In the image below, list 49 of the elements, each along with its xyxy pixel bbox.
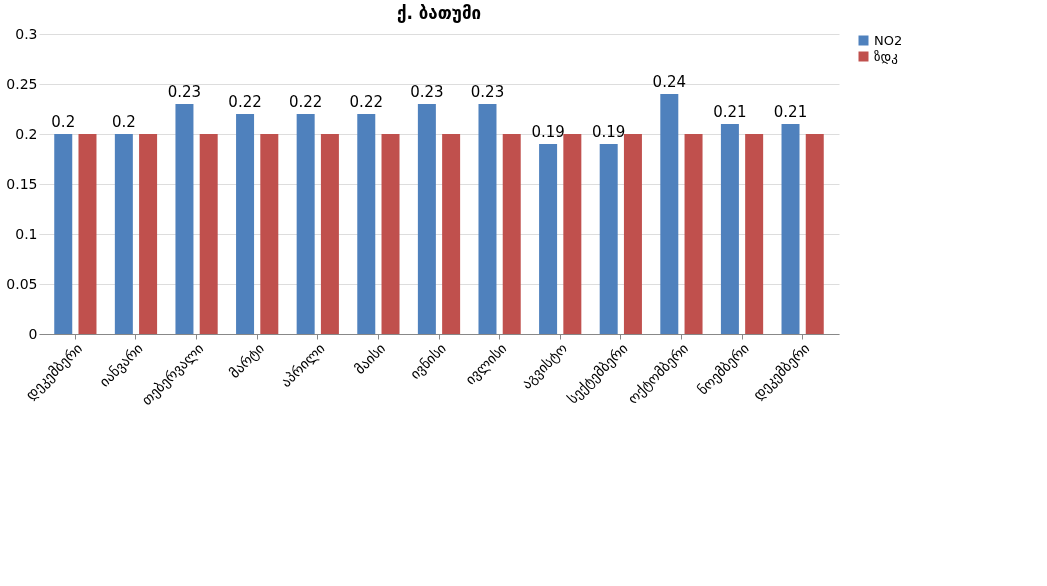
- bar: [54, 134, 73, 334]
- bar: [660, 94, 679, 334]
- data-label: 0.23: [470, 83, 505, 101]
- data-label: 0.19: [531, 123, 565, 141]
- y-tick-label: 0.3: [15, 25, 38, 42]
- y-tick-label: 0.2: [15, 125, 38, 142]
- bar: [78, 134, 97, 334]
- data-label: 0.23: [167, 83, 202, 101]
- legend-label: NO2: [874, 32, 903, 48]
- bar: [684, 134, 703, 334]
- bar: [199, 134, 218, 334]
- bar: [781, 124, 800, 334]
- data-label: 0.21: [773, 103, 808, 121]
- bar: [805, 134, 824, 334]
- bar: [539, 144, 558, 334]
- bar: [139, 134, 158, 334]
- bar: [357, 114, 376, 334]
- bar: [502, 134, 521, 334]
- data-label: 0.24: [652, 73, 687, 91]
- y-tick-label: 0.25: [6, 75, 38, 92]
- bar: [745, 134, 764, 334]
- y-tick-label: 0.1: [15, 225, 38, 242]
- bar: [417, 104, 436, 334]
- bar: [236, 114, 255, 334]
- data-label: 0.23: [410, 83, 444, 101]
- bar: [175, 104, 194, 334]
- legend-label: ზდკ: [874, 48, 898, 64]
- bar: [114, 134, 133, 334]
- bar: [563, 134, 582, 334]
- y-tick-label: 0.05: [6, 275, 38, 292]
- bar: [442, 134, 461, 334]
- bar: [599, 144, 618, 334]
- data-label: 0.2: [111, 113, 136, 131]
- data-label: 0.22: [349, 93, 383, 111]
- bar: [381, 134, 400, 334]
- data-label: 0.19: [591, 123, 626, 141]
- bar: [320, 134, 339, 334]
- data-label: 0.22: [288, 93, 323, 111]
- y-tick-label: 0: [28, 325, 38, 342]
- data-label: 0.21: [713, 103, 747, 121]
- chart-title: ქ. ბათუმი: [396, 3, 482, 23]
- data-label: 0.22: [228, 93, 262, 111]
- data-label: 0.2: [51, 113, 76, 131]
- bar: [260, 134, 279, 334]
- bar: [720, 124, 739, 334]
- bar: [478, 104, 497, 334]
- y-tick-label: 0.15: [6, 175, 38, 192]
- bar: [623, 134, 642, 334]
- bar: [296, 114, 315, 334]
